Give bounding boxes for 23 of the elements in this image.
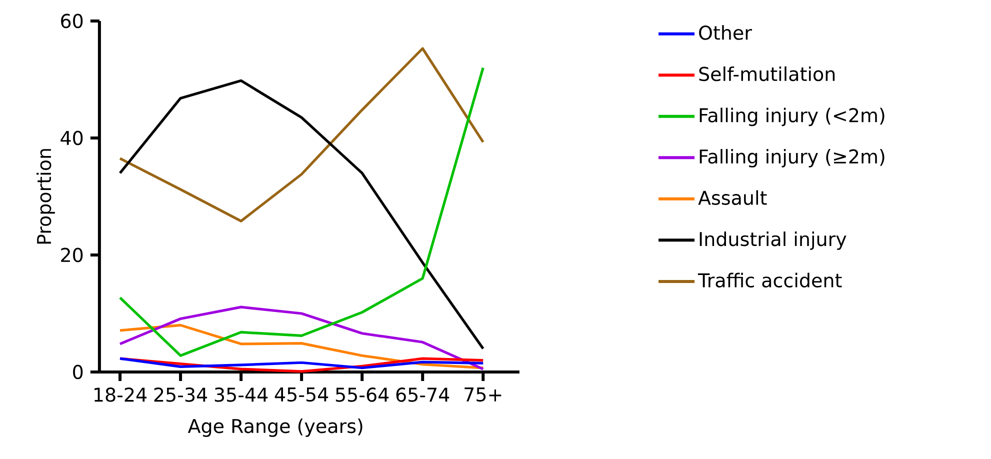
y-tick-label: 20 [61,248,83,262]
x-tick-label: 45-54 [274,388,328,402]
legend-label: Falling injury (<2m) [700,108,884,126]
x-tick-label: 55-64 [336,388,389,402]
legend-label: Industrial injury [700,232,846,250]
line-series [118,357,484,370]
legend-label: Self-mutilation [699,66,835,82]
line-series [118,47,484,222]
x-tick-label: 18-24 [94,388,147,402]
legend-label: Falling injury (≥2m) [700,148,884,168]
x-tick-label: 65-74 [396,388,450,402]
legend-label: Traffic accident [698,272,842,288]
legend-label: Assault [698,190,767,205]
line-series [118,306,484,370]
y-axis-title: Proportion [36,149,55,244]
x-tick-label: 25-34 [154,388,208,402]
x-axis-title: Age Range (years) [188,418,362,437]
y-tick-label: 40 [60,130,83,146]
y-tick-label: 60 [61,14,83,28]
x-tick-label: 75+ [464,388,502,402]
x-tick-label: 35-44 [214,388,268,402]
y-tick-label: 0 [73,364,83,380]
legend-label: Other [699,25,752,40]
